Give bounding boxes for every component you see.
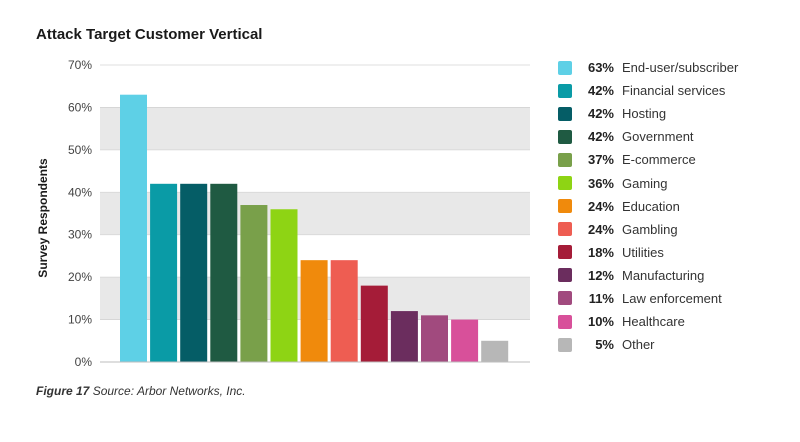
legend-value: 63%	[587, 60, 614, 76]
legend-swatch	[558, 152, 572, 167]
y-tick-label: 30%	[68, 228, 92, 242]
legend-item: 10% Healthcare	[558, 310, 798, 333]
legend-item: 37% E-commerce	[558, 148, 798, 171]
legend-label: Other	[622, 337, 655, 353]
figure-source: Source: Arbor Networks, Inc.	[89, 384, 246, 398]
legend-item: 42% Government	[558, 125, 798, 148]
legend-value: 12%	[587, 267, 614, 283]
legend-value: 42%	[587, 106, 614, 122]
bar-end-user-subscriber	[120, 94, 147, 362]
legend-swatch	[558, 83, 572, 98]
legend-label: End-user/subscriber	[622, 60, 739, 76]
figure-caption: Figure 17 Source: Arbor Networks, Inc.	[36, 384, 246, 398]
legend-value: 11%	[588, 290, 614, 306]
bar-hosting	[180, 183, 208, 362]
legend-label: Hosting	[622, 106, 667, 122]
legend-item: 24% Education	[558, 195, 798, 218]
legend-label: Manufacturing	[622, 267, 705, 283]
legend: 63% End-user/subscriber 42% Financial servi…	[558, 56, 798, 356]
legend-swatch	[558, 314, 572, 329]
legend-label: Financial services	[622, 83, 726, 99]
legend-item: 12% Manufacturing	[558, 264, 798, 287]
legend-value: 36%	[587, 175, 614, 191]
legend-label: Gambling	[622, 221, 678, 237]
y-tick-labels: 0% 10% 20% 30% 40% 50% 60% 70%	[68, 58, 92, 369]
y-tick-label: 0%	[75, 355, 93, 369]
legend-swatch	[558, 268, 572, 283]
legend-label: Gaming	[622, 175, 668, 191]
legend-value: 24%	[587, 221, 614, 237]
bar-utilities	[360, 285, 388, 362]
legend-label: Law enforcement	[622, 290, 722, 306]
legend-value: 5%	[595, 337, 614, 353]
chart-title: Attack Target Customer Vertical	[36, 26, 263, 43]
figure-number: Figure 17	[36, 384, 90, 398]
legend-swatch	[558, 176, 572, 191]
bar-government	[210, 183, 238, 362]
bar-manufacturing	[390, 311, 418, 362]
legend-value: 37%	[587, 152, 614, 168]
legend-label: Utilities	[622, 244, 664, 260]
legend-swatch	[558, 337, 572, 352]
legend-value: 24%	[587, 198, 614, 214]
legend-swatch	[558, 60, 572, 75]
bar-e-commerce	[240, 205, 268, 362]
y-tick-label: 10%	[68, 313, 92, 327]
legend-swatch	[558, 199, 572, 214]
legend-item: 42% Financial services	[558, 79, 798, 102]
bar-gambling	[330, 260, 358, 362]
y-tick-label: 50%	[68, 143, 92, 157]
legend-item: 36% Gaming	[558, 171, 798, 194]
legend-item: 24% Gambling	[558, 218, 798, 241]
legend-label: Healthcare	[622, 314, 685, 330]
legend-item: 5% Other	[558, 333, 798, 356]
legend-value: 42%	[587, 83, 614, 99]
legend-swatch	[558, 291, 572, 306]
legend-label: Government	[622, 129, 694, 145]
legend-label: E-commerce	[622, 152, 696, 168]
legend-value: 18%	[587, 244, 614, 260]
legend-swatch	[558, 245, 572, 260]
bar-gaming	[270, 209, 298, 362]
legend-swatch	[558, 222, 572, 237]
bars	[120, 94, 509, 362]
y-tick-label: 20%	[68, 270, 92, 284]
legend-value: 42%	[587, 129, 614, 145]
bar-education	[300, 260, 328, 362]
legend-swatch	[558, 129, 572, 144]
legend-swatch	[558, 106, 572, 121]
legend-item: 11% Law enforcement	[558, 287, 798, 310]
bar-financial-services	[150, 183, 178, 362]
bar-other	[481, 340, 509, 362]
legend-label: Education	[622, 198, 680, 214]
grid-band	[100, 65, 530, 108]
y-tick-label: 60%	[68, 100, 92, 114]
legend-value: 10%	[587, 314, 614, 330]
y-tick-label: 70%	[68, 58, 92, 72]
bar-law-enforcement	[421, 315, 448, 362]
y-tick-label: 40%	[68, 185, 92, 199]
legend-item: 42% Hosting	[558, 102, 798, 125]
bar-healthcare	[451, 319, 479, 362]
legend-item: 18% Utilities	[558, 241, 798, 264]
legend-item: 63% End-user/subscriber	[558, 56, 798, 79]
grid-band	[100, 107, 530, 150]
